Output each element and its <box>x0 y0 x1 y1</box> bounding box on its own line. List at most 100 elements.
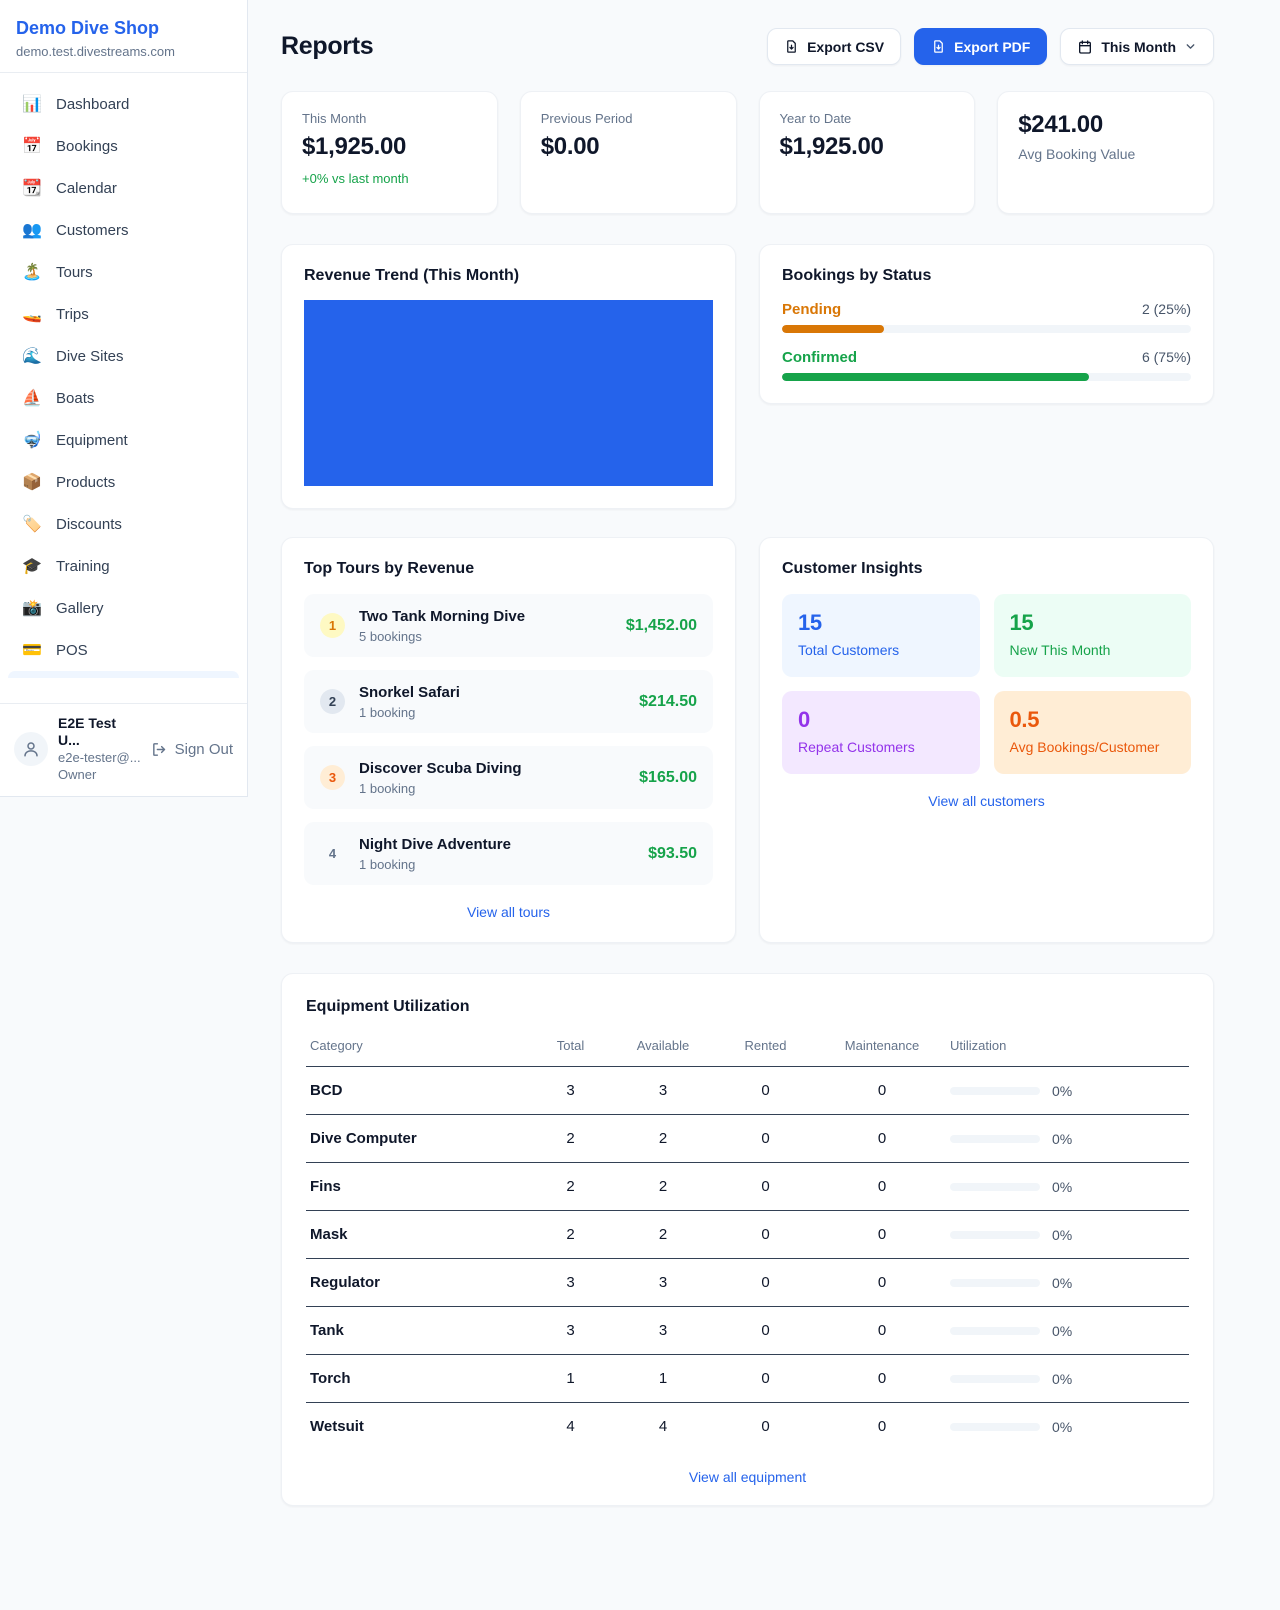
sidebar-nav: 📊 Dashboard 📅 Bookings 📆 Calendar 👥 Cust… <box>0 73 247 703</box>
tour-list-item[interactable]: 3 Discover Scuba Diving 1 booking $165.0… <box>304 746 713 809</box>
cell-utilization: 0% <box>946 1258 1189 1307</box>
insights-row: Top Tours by Revenue 1 Two Tank Morning … <box>281 537 1214 943</box>
export-pdf-label: Export PDF <box>954 38 1031 55</box>
file-download-icon <box>787 40 796 53</box>
tour-bookings: 1 booking <box>359 857 416 872</box>
table-row: Torch 1 1 0 0 0% <box>306 1354 1189 1403</box>
stat-card-previous-period: Previous Period $0.00 <box>519 91 737 214</box>
column-header-rented: Rented <box>713 1030 818 1067</box>
shop-domain: demo.test.divestreams.com <box>16 44 175 59</box>
package-icon: 📦 <box>22 474 42 491</box>
sidebar-item-bookings[interactable]: 📅 Bookings <box>8 125 239 167</box>
cell-maintenance: 0 <box>818 1354 946 1403</box>
user-meta: E2E Test U... e2e-tester@... Owner <box>58 715 141 783</box>
sidebar-item-training[interactable]: 🎓 Training <box>8 545 239 587</box>
tour-list-item[interactable]: 4 Night Dive Adventure 1 booking $93.50 <box>304 822 713 885</box>
tear-off-calendar-icon: 📆 <box>22 180 42 197</box>
insight-value: 15 <box>798 610 822 635</box>
cell-available: 4 <box>658 1418 668 1435</box>
cell-rented: 0 <box>713 1306 818 1355</box>
stat-value: $1,925.00 <box>302 133 407 160</box>
sidebar-item-customers[interactable]: 👥 Customers <box>8 209 239 251</box>
sidebar-item-boats[interactable]: ⛵ Boats <box>8 377 239 419</box>
status-progress-fill <box>782 325 885 333</box>
tour-revenue: $165.00 <box>639 768 697 786</box>
sign-out-icon <box>152 742 165 756</box>
stat-label: Previous Period <box>540 111 633 126</box>
cell-utilization: 0% <box>946 1403 1189 1451</box>
sidebar-item-label: Tours <box>56 263 93 281</box>
sidebar-item-label: Discounts <box>56 515 122 533</box>
sidebar-item-products[interactable]: 📦 Products <box>8 461 239 503</box>
cell-utilization: 0% <box>946 1066 1189 1115</box>
tour-list-item[interactable]: 2 Snorkel Safari 1 booking $214.50 <box>304 670 713 733</box>
island-icon: 🏝️ <box>22 264 42 281</box>
header-actions: Export CSV Export PDF <box>767 28 1214 65</box>
column-header-category: Category <box>306 1030 528 1067</box>
cell-maintenance: 0 <box>818 1114 946 1163</box>
sidebar-item-label: Dive Sites <box>56 347 124 365</box>
user-role: Owner <box>58 767 97 782</box>
view-all-equipment-link[interactable]: View all equipment <box>688 1469 807 1485</box>
column-header-maintenance: Maintenance <box>818 1030 946 1067</box>
label-tag-icon: 🏷️ <box>22 516 42 533</box>
export-pdf-button[interactable]: Export PDF <box>914 28 1048 65</box>
cell-available: 3 <box>613 1306 713 1355</box>
sign-out-button[interactable]: Sign Out <box>151 741 233 758</box>
stat-label: This Month <box>302 111 367 126</box>
table-row: Tank 3 3 0 0 0% <box>306 1306 1189 1355</box>
table-row: Wetsuit 4 4 0 0 0% <box>306 1403 1189 1451</box>
sidebar-item-pos[interactable]: 💳 POS <box>8 629 239 671</box>
cell-total: 2 <box>528 1162 613 1211</box>
utilization-bar-track <box>950 1230 1040 1239</box>
sidebar-item-dashboard[interactable]: 📊 Dashboard <box>8 83 239 125</box>
sidebar-item-label: Products <box>56 473 116 491</box>
sidebar-item-label: Dashboard <box>56 95 130 113</box>
utilization-percent: 0% <box>1052 1418 1073 1435</box>
status-label: Pending <box>782 301 842 318</box>
cell-utilization: 0% <box>946 1354 1189 1403</box>
sidebar-item-discounts[interactable]: 🏷️ Discounts <box>8 503 239 545</box>
sidebar-item-dive-sites[interactable]: 🌊 Dive Sites <box>8 335 239 377</box>
sidebar-item-gallery[interactable]: 📸 Gallery <box>8 587 239 629</box>
period-dropdown[interactable]: This Month <box>1060 28 1214 65</box>
cell-available: 3 <box>613 1258 713 1307</box>
sidebar-item-tours[interactable]: 🏝️ Tours <box>8 251 239 293</box>
user-email: e2e-tester@... <box>58 750 141 765</box>
shop-name: Demo Dive Shop <box>16 18 160 38</box>
utilization-percent: 0% <box>1052 1226 1073 1243</box>
table-row: Fins 2 2 0 0 0% <box>306 1162 1189 1211</box>
tour-list-item[interactable]: 1 Two Tank Morning Dive 5 bookings $1,45… <box>304 594 713 657</box>
calendar-icon <box>1079 39 1092 54</box>
period-label: This Month <box>1101 38 1176 55</box>
sidebar-item-reports-partial[interactable] <box>8 671 239 678</box>
cell-maintenance: 0 <box>818 1258 946 1307</box>
sidebar-item-calendar[interactable]: 📆 Calendar <box>8 167 239 209</box>
cell-total: 2 <box>528 1210 613 1259</box>
camera-icon: 📸 <box>22 600 42 617</box>
cell-total: 3 <box>528 1066 613 1115</box>
sidebar-item-label: POS <box>56 641 88 659</box>
view-all-tours-link[interactable]: View all tours <box>466 904 550 920</box>
bar-chart-icon: 📊 <box>22 96 42 113</box>
export-csv-button[interactable]: Export CSV <box>767 28 902 65</box>
diving-mask-icon: 🤿 <box>22 432 42 449</box>
cell-maintenance: 0 <box>818 1162 946 1211</box>
stat-value: $241.00 <box>1018 111 1103 138</box>
sidebar-item-label: Gallery <box>56 599 104 617</box>
cell-rented: 0 <box>713 1210 818 1259</box>
sidebar-item-label: Trips <box>56 305 89 323</box>
utilization-bar-track <box>950 1182 1040 1191</box>
sidebar-item-equipment[interactable]: 🤿 Equipment <box>8 419 239 461</box>
view-all-customers-link[interactable]: View all customers <box>928 793 1045 809</box>
cell-available: 2 <box>613 1210 713 1259</box>
insight-total-customers: 15 Total Customers <box>782 594 980 677</box>
cell-category: Tank <box>306 1306 528 1355</box>
cell-available: 2 <box>613 1114 713 1163</box>
cell-available: 3 <box>613 1066 713 1115</box>
table-row: BCD 3 3 0 0 0% <box>306 1066 1189 1115</box>
utilization-bar-track <box>950 1278 1040 1287</box>
credit-card-icon: 💳 <box>22 642 42 659</box>
sidebar-item-trips[interactable]: 🚤 Trips <box>8 293 239 335</box>
sidebar-item-label: Calendar <box>56 179 117 197</box>
